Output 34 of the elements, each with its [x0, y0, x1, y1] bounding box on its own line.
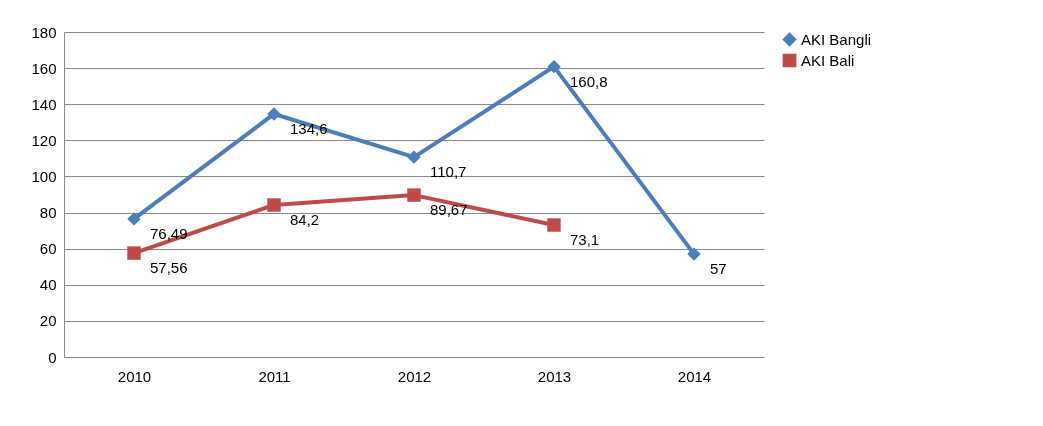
y-tick-label: 160 — [31, 59, 57, 77]
data-label: 57,56 — [150, 259, 188, 277]
y-tick-label: 0 — [48, 348, 57, 366]
point — [407, 188, 421, 202]
point — [547, 218, 561, 232]
data-label: 57 — [710, 260, 727, 278]
y-tick-label: 40 — [39, 276, 57, 294]
data-label: 84,2 — [290, 210, 320, 228]
y-tick-label: 120 — [31, 131, 57, 149]
data-label: 73,1 — [570, 231, 600, 249]
point — [407, 150, 421, 164]
x-tick-label: 2010 — [117, 367, 152, 385]
x-tick-label: 2014 — [677, 367, 712, 385]
point — [127, 246, 141, 260]
point — [127, 212, 141, 226]
data-label: 110,7 — [430, 163, 467, 181]
x-tick-label: 2013 — [537, 367, 572, 385]
legend-label: AKI Bali — [801, 51, 855, 69]
data-label: 89,67 — [430, 201, 468, 219]
y-tick-label: 180 — [31, 23, 57, 41]
data-label: 160,8 — [570, 72, 608, 90]
y-tick-label: 100 — [31, 167, 57, 185]
y-tick-label: 20 — [39, 312, 57, 330]
point — [687, 247, 701, 261]
y-tick-label: 80 — [39, 204, 57, 222]
point — [547, 59, 561, 74]
data-label: 76,49 — [150, 224, 188, 242]
x-tick-label: 2011 — [258, 367, 291, 385]
point — [267, 107, 281, 121]
y-tick-label: 60 — [39, 240, 57, 258]
y-tick-label: 140 — [31, 95, 57, 113]
x-tick-label: 2012 — [397, 367, 432, 385]
point — [267, 198, 281, 212]
legend-label: AKI Bangli — [801, 30, 872, 48]
